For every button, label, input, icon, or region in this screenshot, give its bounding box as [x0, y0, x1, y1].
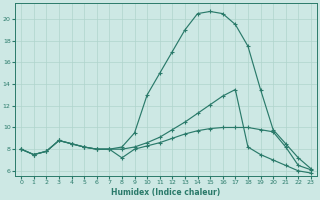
- X-axis label: Humidex (Indice chaleur): Humidex (Indice chaleur): [111, 188, 221, 197]
